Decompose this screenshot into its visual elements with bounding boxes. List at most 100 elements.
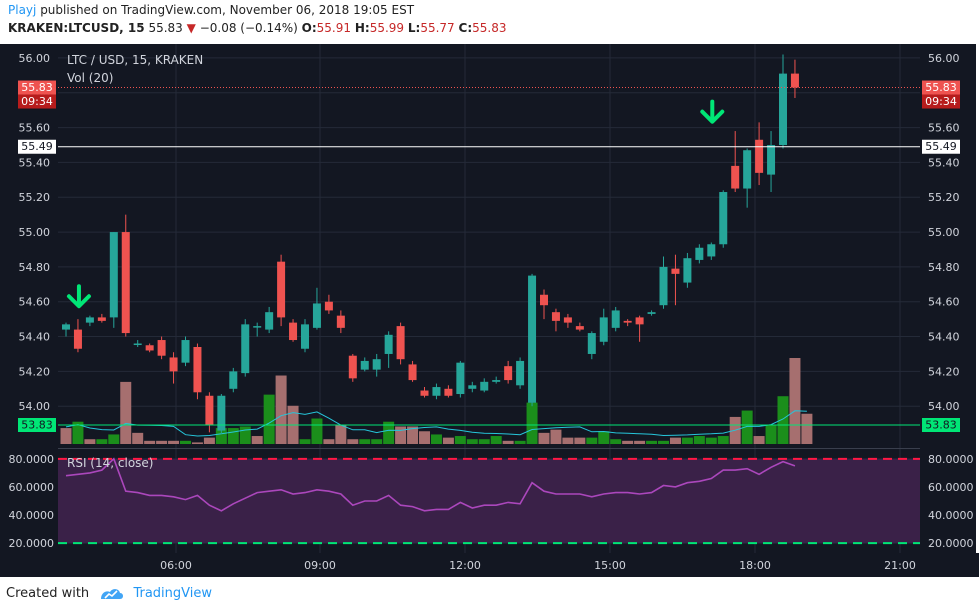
volume-bar <box>538 432 550 444</box>
price-tick-right: 54.60 <box>928 296 960 309</box>
rsi-tick-right: 80.0000 <box>928 453 974 466</box>
tradingview-brand-link[interactable]: TradingView <box>133 586 212 601</box>
candle-body <box>528 275 537 403</box>
main-pane[interactable] <box>58 44 920 448</box>
candle-body <box>324 301 333 311</box>
rsi-tick-right: 40.0000 <box>928 509 974 522</box>
price-tick-left: 55.40 <box>19 156 51 169</box>
candle-body <box>336 315 345 328</box>
rsi-tick-left: 80.0000 <box>9 453 55 466</box>
volume-bar <box>347 439 359 444</box>
candle-body <box>408 364 417 381</box>
volume-bar <box>335 424 347 444</box>
author-link[interactable]: Playj <box>8 3 37 17</box>
volume-bar <box>299 439 311 444</box>
publish-info: Playj published on TradingView.com, Nove… <box>8 3 414 17</box>
candle-body <box>372 359 381 370</box>
candle-body <box>468 385 477 389</box>
created-with-text: Created with <box>6 586 90 601</box>
volume-bar <box>383 421 395 444</box>
candle-body <box>540 294 548 306</box>
volume-bar <box>108 434 120 444</box>
last-price-tag-left: 55.83 <box>21 81 53 94</box>
down-arrow-icon: ▼ <box>186 21 196 35</box>
volume-bar <box>132 432 144 444</box>
countdown-tag-left: 09:34 <box>21 95 53 108</box>
tradingview-logo-icon <box>101 588 124 599</box>
volume-bar <box>180 440 191 444</box>
volume-bar <box>419 431 430 444</box>
chart-area[interactable]: 54.00 54.00 54.20 54.20 54.40 54.40 54.60 54.60… <box>0 40 979 578</box>
rsi-tick-right: 20.0000 <box>928 537 974 550</box>
volume-bar <box>395 426 407 444</box>
candle-body <box>289 322 298 341</box>
volume-bar <box>598 431 610 444</box>
price-tick-right: 54.40 <box>928 331 960 344</box>
volume-bar <box>359 439 371 444</box>
volume-bar <box>490 436 502 444</box>
volume-bar <box>610 439 622 444</box>
arrow-down-icon[interactable] <box>66 284 91 309</box>
price-tick-left: 55.00 <box>19 226 51 239</box>
candle-body <box>587 333 596 354</box>
candle-body <box>229 371 238 389</box>
arrow-down-icon[interactable] <box>700 99 725 124</box>
open-label: O: <box>301 21 317 35</box>
low-label: L: <box>407 21 421 35</box>
volume-bar <box>753 436 765 444</box>
volume-bar <box>168 440 180 444</box>
volume-bar <box>156 440 168 444</box>
last-price-tag-right: 55.83 <box>925 81 957 94</box>
volume-bar <box>466 439 478 444</box>
rsi-band <box>58 458 920 544</box>
left-price-axis[interactable] <box>0 44 58 553</box>
hline-tag-left: 55.49 <box>21 140 53 153</box>
candle-body <box>551 312 560 321</box>
price-tick-right: 55.60 <box>928 122 960 135</box>
volume-bar <box>263 394 275 444</box>
volume-bar <box>586 437 598 444</box>
rsi-tick-left: 60.0000 <box>9 481 55 494</box>
rsi-tick-left: 40.0000 <box>9 509 55 522</box>
high-label: H: <box>354 21 370 35</box>
volume-bar <box>371 439 383 444</box>
open-value: 55.91 <box>316 21 352 35</box>
candle-body <box>97 317 106 321</box>
price-tick-right: 55.40 <box>928 156 960 169</box>
candle-body <box>480 381 489 391</box>
volume-bar <box>658 440 669 444</box>
candle-body <box>62 324 70 330</box>
rsi-series <box>58 457 920 545</box>
candle-body <box>312 303 321 328</box>
candle-body <box>277 261 286 318</box>
price-tick-right: 54.00 <box>928 400 960 413</box>
time-tick: 09:00 <box>304 559 336 572</box>
price-tick-left: 54.80 <box>19 261 51 274</box>
candle-body <box>611 310 620 328</box>
price-tick-left: 56.00 <box>19 52 51 65</box>
candle-body <box>384 334 393 354</box>
candle-body <box>779 73 787 145</box>
right-price-axis[interactable] <box>920 44 976 553</box>
volume-bar <box>646 440 658 444</box>
volume-bar <box>693 436 705 444</box>
close-value: 55.83 <box>472 21 507 35</box>
hline-tag-right: 55.49 <box>925 140 957 153</box>
high-value: 55.99 <box>369 21 405 35</box>
candle-body <box>647 312 656 314</box>
volume-bar <box>227 428 239 444</box>
volume-bar <box>120 381 132 444</box>
candle-body <box>767 145 776 175</box>
price-tick-left: 54.00 <box>19 400 51 413</box>
overlays <box>58 87 920 426</box>
candle-body <box>301 324 309 349</box>
volume-bar <box>60 428 72 444</box>
volume-bar <box>669 437 681 444</box>
time-axis[interactable] <box>0 553 979 577</box>
volume-level-tag-left-bg <box>18 418 56 432</box>
volume-bar <box>215 428 227 444</box>
last-price: 55.83 <box>148 21 183 35</box>
last-price-tag-right-bg <box>922 80 960 95</box>
volume-bar <box>681 437 693 444</box>
